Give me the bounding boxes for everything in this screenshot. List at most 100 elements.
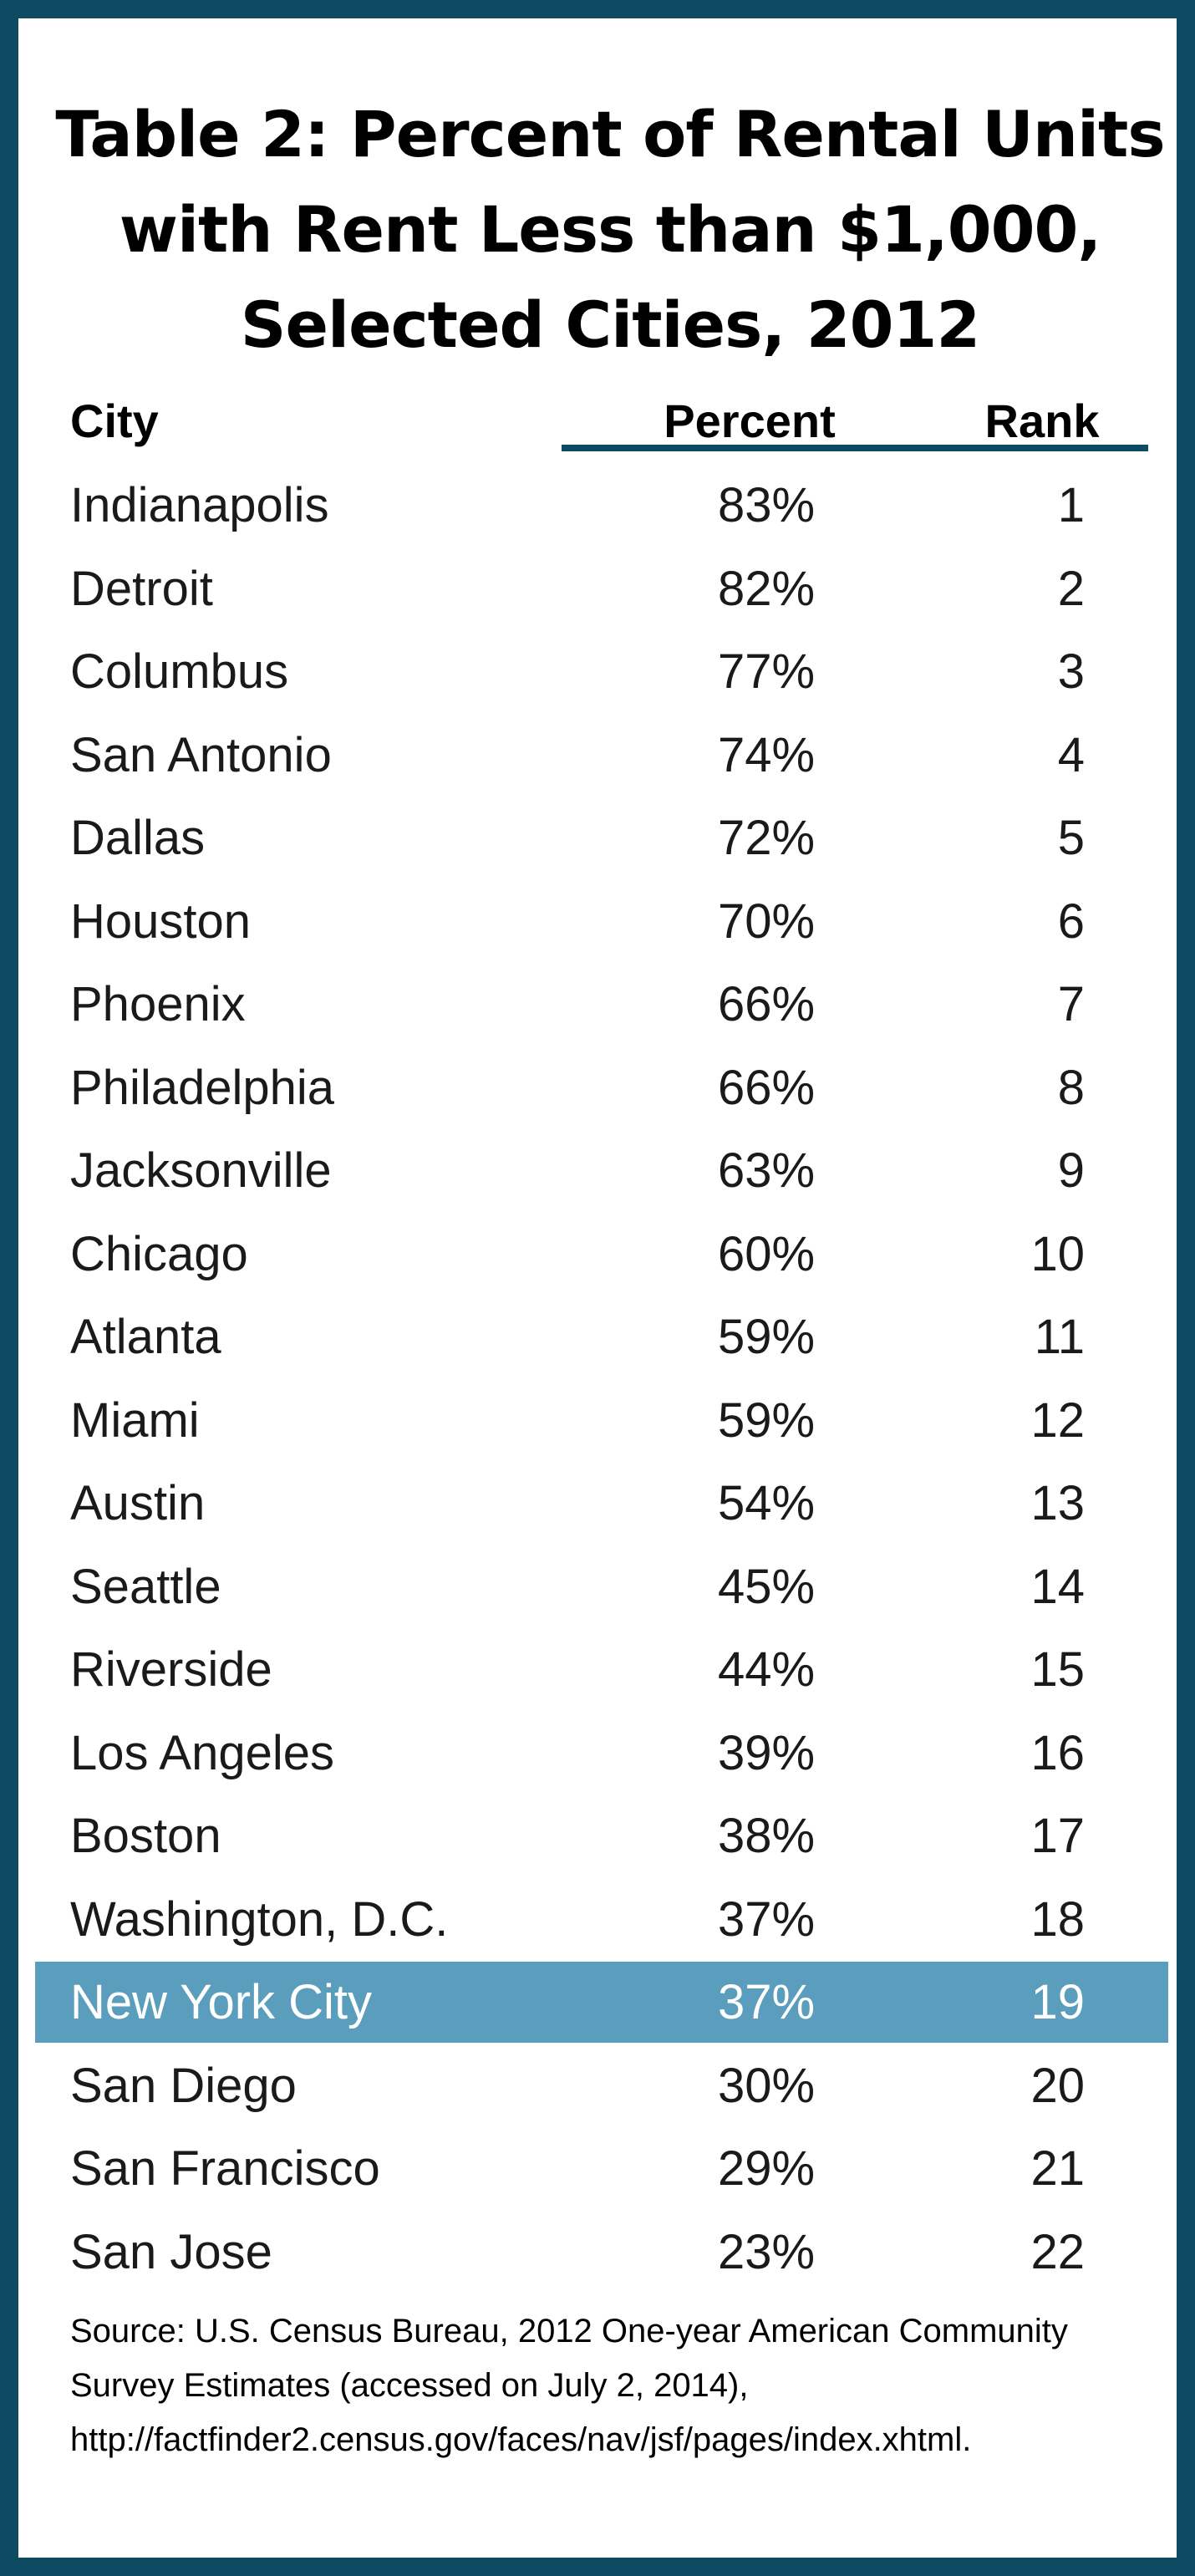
cell-city: San Diego [70, 2058, 297, 2113]
cell-rank: 10 [1030, 1226, 1085, 1281]
source-line-2: Survey Estimates (accessed on July 2, 20… [70, 2367, 749, 2404]
table-card: Table 2: Percent of Rental Units with Re… [18, 18, 1177, 2558]
table-row: San Jose 23% 22 [35, 2212, 1168, 2293]
cell-city: San Jose [70, 2224, 272, 2279]
table-row: Philadelphia 66% 8 [35, 1047, 1168, 1128]
cell-rank: 13 [1030, 1476, 1085, 1530]
cell-percent: 59% [717, 1310, 816, 1364]
cell-city: Washington, D.C. [70, 1891, 449, 1947]
table-row: Riverside 44% 15 [35, 1629, 1168, 1710]
source-line-3: http://factfinder2.census.gov/faces/nav/… [70, 2421, 972, 2458]
cell-city: Columbus [70, 644, 289, 699]
cell-percent: 23% [717, 2224, 816, 2279]
table-title: Table 2: Percent of Rental Units with Re… [52, 87, 1168, 373]
table-row: San Antonio 74% 4 [35, 715, 1168, 796]
cell-rank: 7 [1057, 977, 1085, 1031]
cell-city: Austin [70, 1476, 206, 1530]
source-note: Source: U.S. Census Bureau, 2012 One-yea… [70, 2304, 1182, 2467]
cell-city: Los Angeles [70, 1725, 335, 1780]
table-row-highlighted: New York City 37% 19 [35, 1962, 1168, 2043]
table-row: Seattle 45% 14 [35, 1546, 1168, 1627]
cell-percent: 66% [717, 977, 816, 1031]
cell-percent: 39% [717, 1725, 816, 1780]
cell-percent: 72% [717, 811, 816, 865]
cell-percent: 77% [717, 644, 816, 699]
cell-rank: 11 [1034, 1310, 1085, 1364]
table-row: Detroit 82% 2 [35, 548, 1168, 629]
cell-city: Jacksonville [70, 1143, 332, 1198]
title-line-2: with Rent Less than $1,000, [119, 192, 1101, 267]
table-header: City Percent Rank [18, 378, 1177, 450]
cell-percent: 70% [717, 893, 816, 949]
cell-city: Detroit [70, 561, 213, 616]
cell-percent: 37% [717, 1891, 816, 1947]
table-row: Atlanta 59% 11 [35, 1296, 1168, 1377]
cell-rank: 12 [1030, 1392, 1085, 1448]
cell-city: San Francisco [70, 2141, 380, 2196]
cell-rank: 1 [1057, 478, 1085, 532]
cell-percent: 54% [717, 1476, 816, 1530]
cell-percent: 60% [717, 1226, 816, 1281]
table-row: Indianapolis 83% 1 [35, 465, 1168, 546]
cell-city: Riverside [70, 1642, 272, 1697]
cell-city: Seattle [70, 1559, 221, 1614]
cell-percent: 44% [717, 1642, 816, 1697]
cell-percent: 29% [717, 2141, 816, 2196]
table-row: Los Angeles 39% 16 [35, 1713, 1168, 1794]
cell-rank: 14 [1030, 1559, 1085, 1614]
cell-percent: 37% [717, 1975, 816, 2029]
cell-percent: 82% [717, 561, 816, 616]
cell-percent: 63% [717, 1143, 816, 1198]
cell-city: New York City [70, 1975, 373, 2029]
table-row: Jacksonville 63% 9 [35, 1130, 1168, 1211]
cell-city: Chicago [70, 1226, 248, 1281]
cell-percent: 59% [717, 1392, 816, 1448]
cell-rank: 16 [1030, 1725, 1085, 1780]
table-row: Columbus 77% 3 [35, 631, 1168, 712]
table-row: San Diego 30% 20 [35, 2045, 1168, 2126]
column-header-city: City [70, 395, 159, 447]
table-row: Boston 38% 17 [35, 1795, 1168, 1876]
cell-city: Houston [70, 893, 252, 949]
cell-rank: 19 [1030, 1975, 1085, 2029]
cell-rank: 9 [1057, 1143, 1085, 1198]
title-line-1: Table 2: Percent of Rental Units [55, 97, 1165, 171]
cell-rank: 21 [1030, 2141, 1085, 2196]
cell-city: Philadelphia [70, 1060, 335, 1115]
table-row: Phoenix 66% 7 [35, 964, 1168, 1045]
cell-rank: 5 [1057, 811, 1085, 865]
header-rule [562, 445, 1148, 451]
table-row: Chicago 60% 10 [35, 1214, 1168, 1295]
cell-rank: 3 [1057, 644, 1085, 699]
cell-city: Atlanta [70, 1310, 221, 1364]
cell-rank: 22 [1030, 2224, 1085, 2279]
cell-percent: 45% [717, 1559, 816, 1614]
cell-rank: 2 [1057, 561, 1085, 616]
column-header-percent: Percent [664, 395, 836, 447]
cell-city: Miami [70, 1392, 200, 1448]
cell-percent: 83% [717, 478, 816, 532]
cell-percent: 66% [717, 1060, 816, 1115]
cell-city: Indianapolis [70, 478, 329, 532]
cell-rank: 8 [1057, 1060, 1085, 1115]
cell-rank: 18 [1030, 1891, 1085, 1947]
cell-city: Phoenix [70, 977, 246, 1031]
source-line-1: Source: U.S. Census Bureau, 2012 One-yea… [70, 2313, 1068, 2349]
title-line-3: Selected Cities, 2012 [240, 288, 981, 362]
cell-percent: 30% [717, 2058, 816, 2113]
table-row: Austin 54% 13 [35, 1463, 1168, 1544]
cell-city: Boston [70, 1809, 221, 1863]
table-row: Dallas 72% 5 [35, 797, 1168, 878]
table-row: Houston 70% 6 [35, 881, 1168, 962]
cell-rank: 20 [1030, 2058, 1085, 2113]
cell-rank: 17 [1030, 1809, 1085, 1863]
cell-percent: 38% [717, 1809, 816, 1863]
cell-city: Dallas [70, 811, 206, 865]
cell-percent: 74% [717, 727, 816, 782]
table-row: Miami 59% 12 [35, 1380, 1168, 1461]
cell-rank: 6 [1057, 893, 1085, 949]
cell-rank: 15 [1030, 1642, 1085, 1697]
cell-rank: 4 [1057, 727, 1085, 782]
table-row: Washington, D.C. 37% 18 [35, 1879, 1168, 1960]
table-row: San Francisco 29% 21 [35, 2128, 1168, 2209]
